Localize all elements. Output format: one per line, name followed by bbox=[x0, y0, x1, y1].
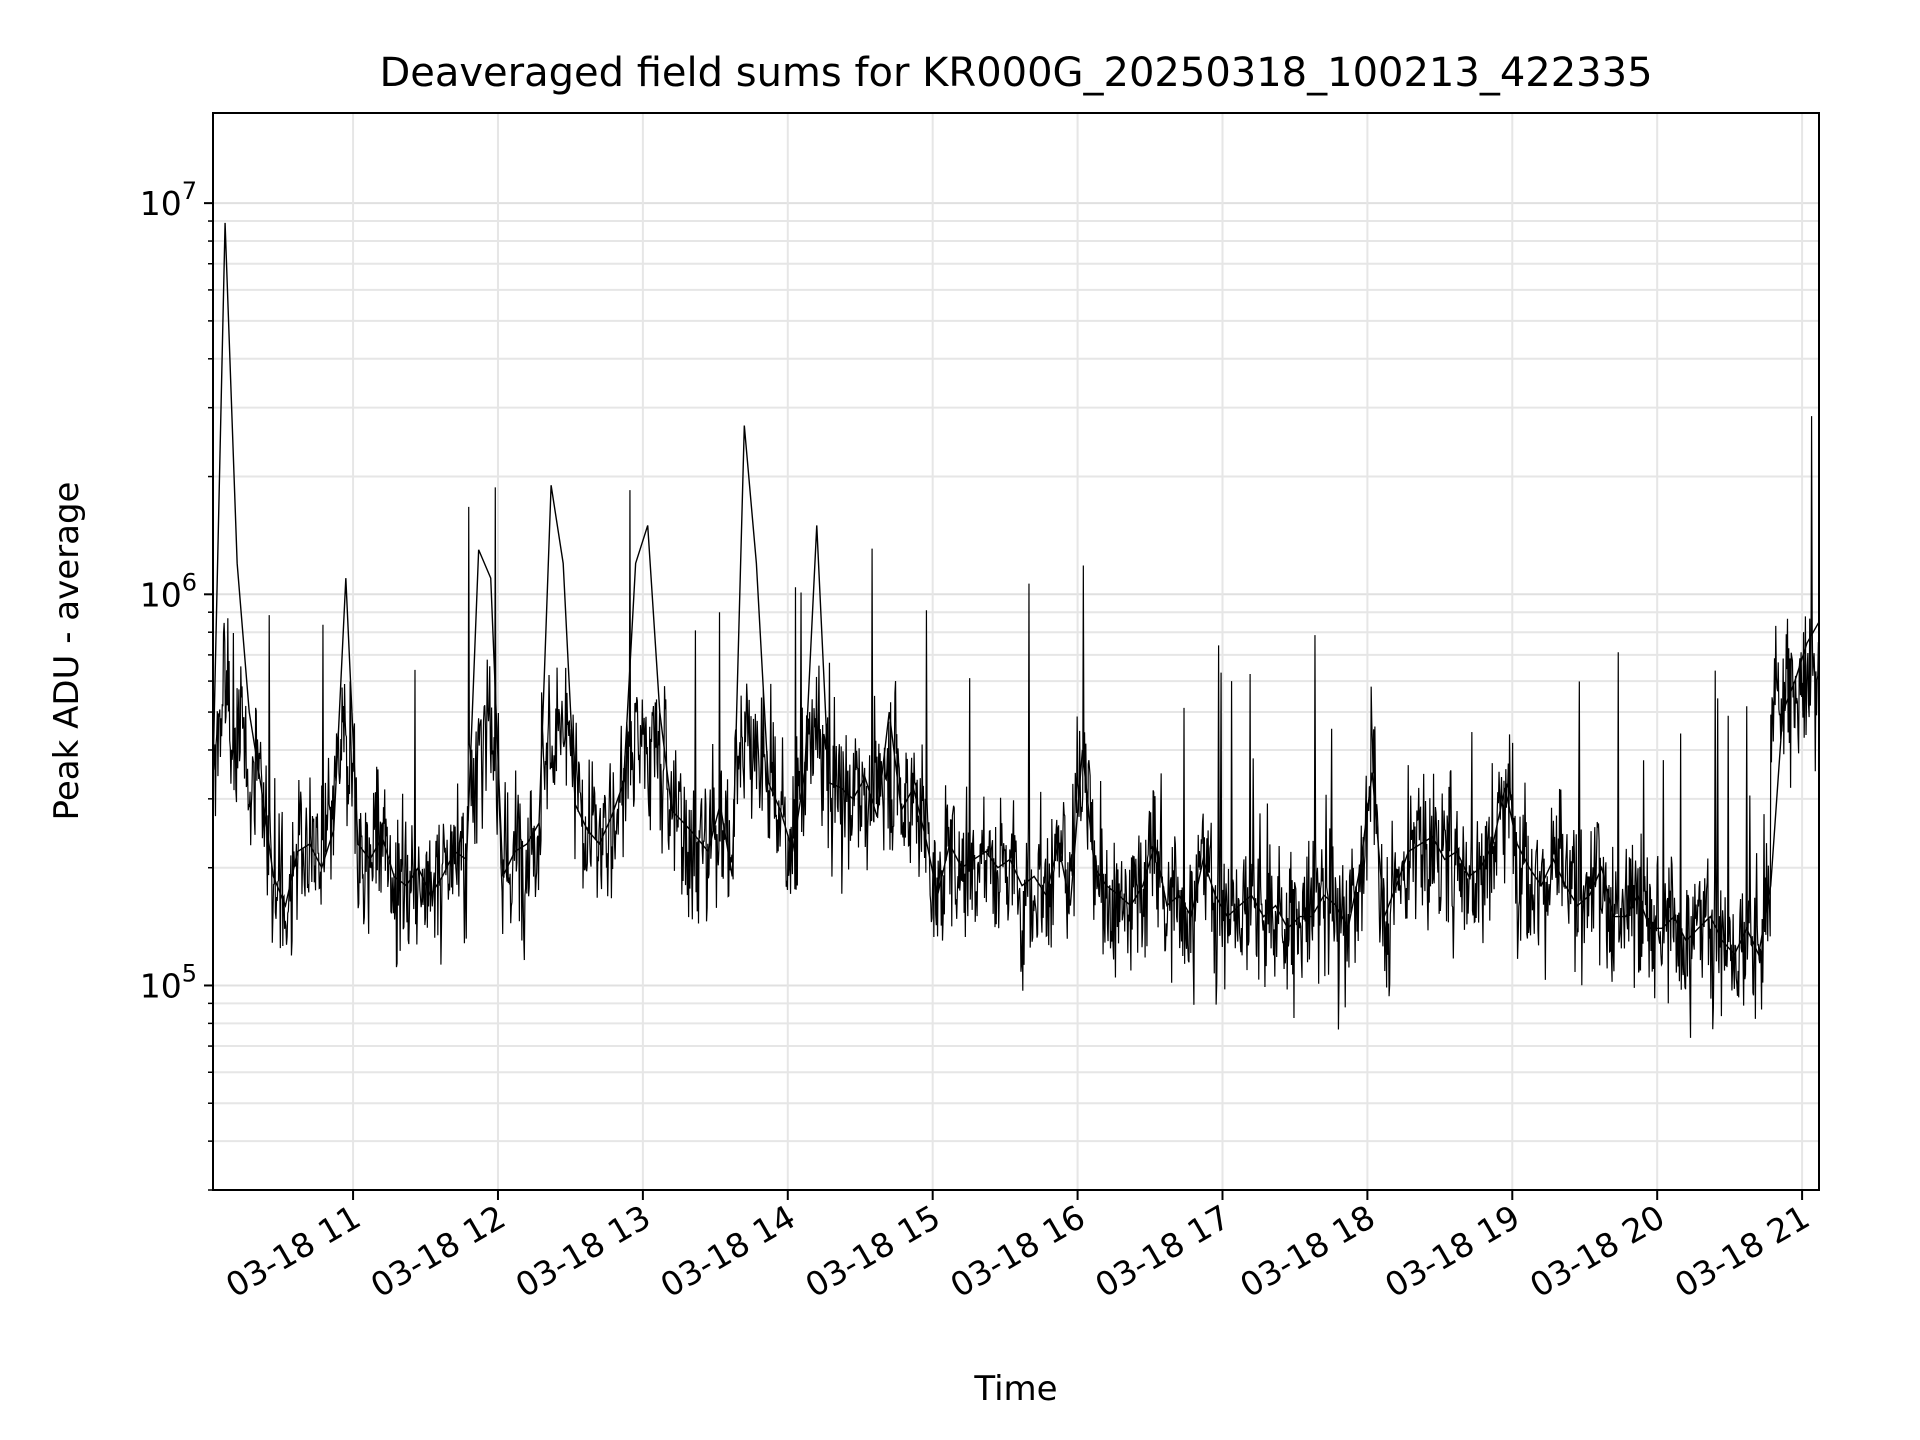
chart-title: Deaveraged field sums for KR000G_2025031… bbox=[379, 50, 1652, 96]
plot-frame bbox=[212, 112, 1820, 1191]
y-axis: 105 106 107 bbox=[140, 177, 213, 1191]
series-noise-line bbox=[212, 416, 1820, 1038]
x-axis-label: Time bbox=[973, 1369, 1057, 1409]
x-tick-label: 03-18 11 bbox=[219, 1197, 367, 1305]
series-layer bbox=[212, 222, 1820, 1038]
x-tick-label: 03-18 13 bbox=[509, 1197, 657, 1305]
x-tick-label: 03-18 12 bbox=[364, 1197, 512, 1305]
grid-minor bbox=[213, 220, 1819, 1191]
x-tick-label: 03-18 19 bbox=[1378, 1197, 1526, 1305]
y-tick-label: 106 bbox=[140, 568, 197, 614]
y-axis-label: Peak ADU - average bbox=[47, 482, 87, 821]
x-tick-label: 03-18 17 bbox=[1088, 1197, 1236, 1305]
x-tick-label: 03-18 20 bbox=[1523, 1197, 1671, 1305]
y-tick-label: 107 bbox=[140, 177, 197, 223]
x-tick-label: 03-18 21 bbox=[1668, 1197, 1816, 1305]
y-tick-label: 105 bbox=[140, 959, 197, 1005]
x-tick-label: 03-18 18 bbox=[1233, 1197, 1381, 1305]
x-tick-label: 03-18 16 bbox=[944, 1197, 1092, 1305]
x-tick-label: 03-18 14 bbox=[654, 1197, 802, 1305]
x-tick-label: 03-18 15 bbox=[799, 1197, 947, 1305]
grid-major bbox=[213, 113, 1819, 1190]
